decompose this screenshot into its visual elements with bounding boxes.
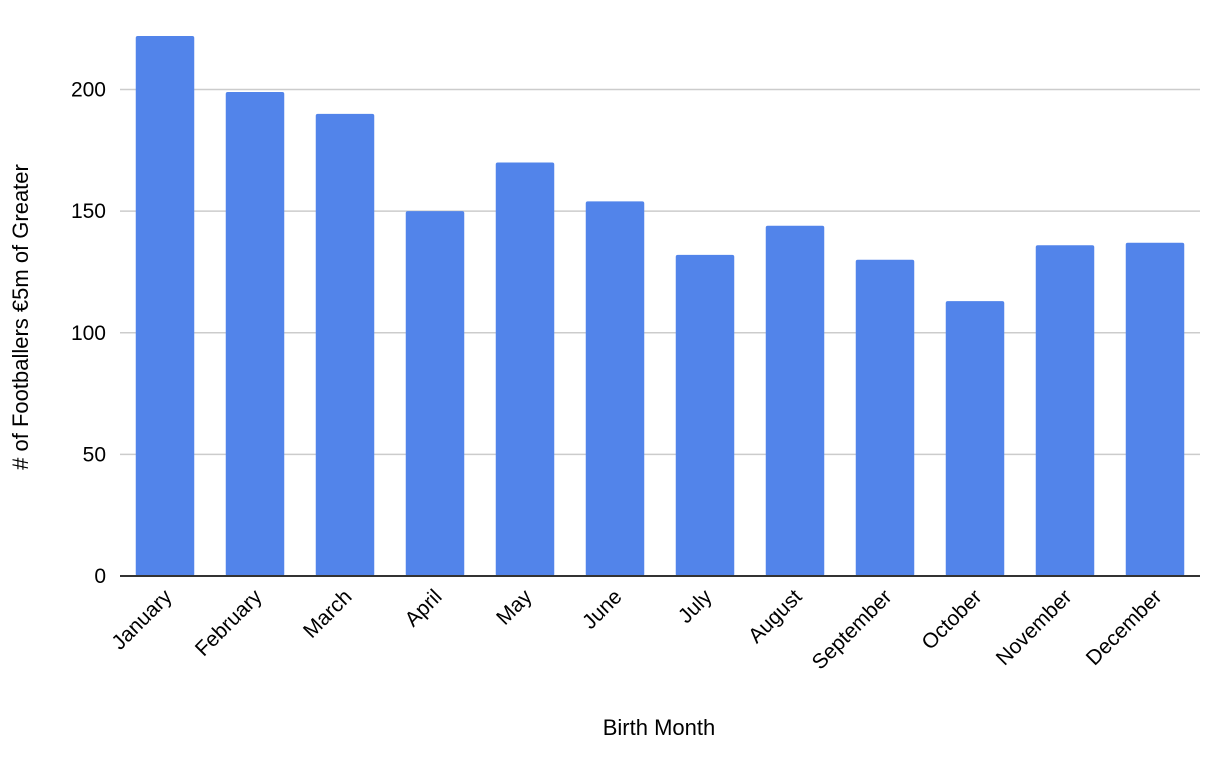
x-tick-label-december: December bbox=[1082, 585, 1167, 670]
x-tick-label-october: October bbox=[917, 585, 986, 654]
bar-march bbox=[315, 113, 375, 577]
bar-december bbox=[1125, 242, 1185, 576]
y-tick-label: 150 bbox=[71, 200, 106, 223]
x-tick-label-february: February bbox=[191, 585, 267, 661]
x-tick-label-november: November bbox=[992, 585, 1077, 670]
bar-april bbox=[405, 211, 465, 576]
bar-july bbox=[675, 254, 735, 576]
bar-february bbox=[225, 91, 285, 576]
bar-october bbox=[945, 301, 1005, 576]
y-tick-label: 200 bbox=[71, 79, 106, 102]
x-tick-label-july: July bbox=[674, 585, 717, 628]
x-tick-label-august: August bbox=[744, 585, 807, 648]
x-tick-label-march: March bbox=[299, 585, 357, 643]
y-tick-label: 100 bbox=[71, 322, 106, 345]
x-tick-label-september: September bbox=[808, 585, 897, 674]
bars bbox=[135, 36, 1185, 577]
bar-may bbox=[495, 162, 555, 576]
y-tick-labels: 0 50 100 150 200 bbox=[71, 79, 106, 588]
x-tick-labels: January February March April May June July Augu… bbox=[107, 585, 1166, 674]
bar-june bbox=[585, 201, 645, 577]
bar-january bbox=[135, 36, 195, 576]
gridlines bbox=[120, 88, 1200, 456]
y-tick-label: 50 bbox=[83, 443, 106, 466]
y-tick-label: 0 bbox=[94, 565, 106, 588]
bar-november bbox=[1035, 245, 1095, 576]
x-tick-label-may: May bbox=[492, 585, 537, 630]
bar-september bbox=[855, 259, 915, 576]
bar-august bbox=[765, 225, 825, 576]
x-tick-label-january: January bbox=[107, 585, 176, 654]
y-axis-title: # of Footballers €5m of Greater bbox=[8, 164, 33, 470]
x-axis-title: Birth Month bbox=[603, 715, 716, 740]
x-tick-label-april: April bbox=[401, 585, 447, 631]
x-tick-label-june: June bbox=[578, 585, 626, 633]
